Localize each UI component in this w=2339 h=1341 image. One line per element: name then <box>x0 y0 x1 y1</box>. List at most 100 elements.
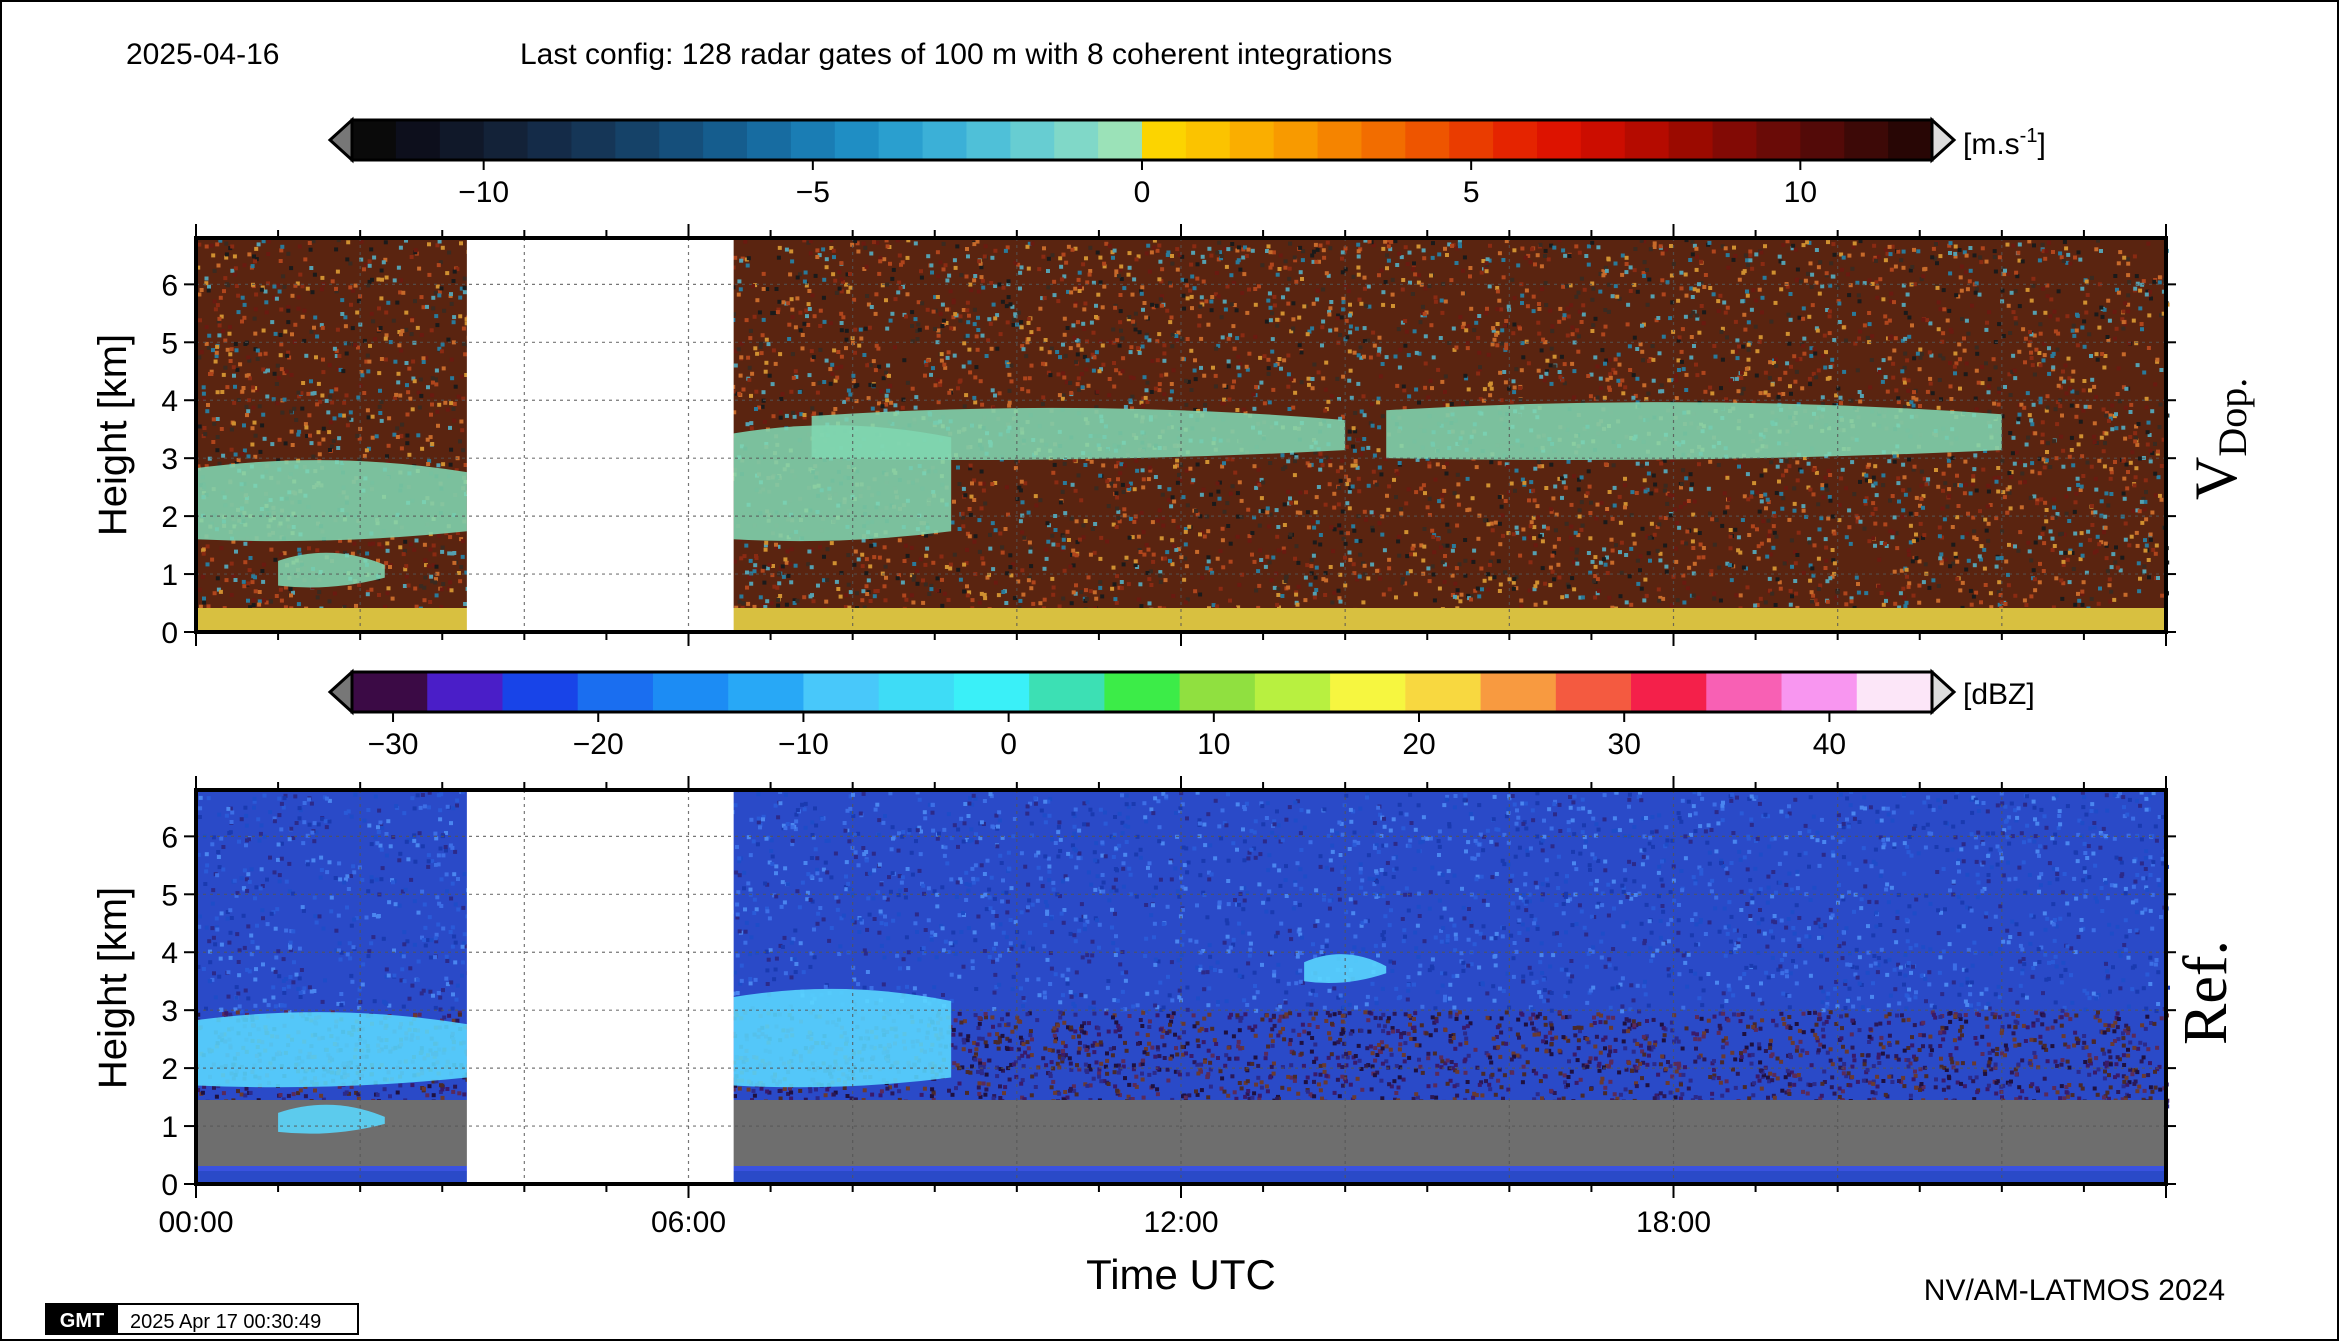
cloud-region <box>811 407 1346 460</box>
colorbar-swatch <box>790 120 836 160</box>
reflectivity-colorbar-unit: [dBZ] <box>1963 678 2035 711</box>
y-tick-label: 5 <box>161 879 178 912</box>
cloud-region <box>1304 954 1387 984</box>
reflectivity-xaxis: 00:00 06:00 12:00 18:00 <box>158 776 2167 1239</box>
gmt-stamp: GMT 2025 Apr 17 00:30:49 <box>45 1303 359 1335</box>
doppler-colorbar: −10 −5 0 5 10 <box>327 116 1957 209</box>
colorbar-tick-label: 5 <box>1463 176 1480 209</box>
colorbar-swatch <box>803 672 880 712</box>
colorbar-swatch <box>1254 672 1331 712</box>
colorbar-tick-label: −30 <box>368 728 419 761</box>
colorbar-swatch <box>615 120 660 160</box>
y-tick-label: 1 <box>161 1111 178 1144</box>
cloud-region <box>1386 402 2002 460</box>
colorbar-swatch <box>834 120 880 160</box>
colorbar-swatch <box>571 120 616 160</box>
colorbar-swatch <box>483 120 529 160</box>
x-tick-label: 00:00 <box>158 1206 233 1239</box>
colorbar-swatch <box>1856 672 1933 712</box>
colorbar-swatch <box>1405 672 1482 712</box>
colorbar-swatch <box>747 120 792 160</box>
reflectivity-yaxis: 0 1 2 3 4 5 6 <box>161 821 2176 1202</box>
colorbar-tick-label: −20 <box>573 728 624 761</box>
colorbar-swatch <box>352 672 428 712</box>
colorbar-swatch <box>1361 120 1406 160</box>
colorbar-swatch <box>427 672 504 712</box>
colorbar-tick-label: −10 <box>458 176 509 209</box>
y-tick-label: 5 <box>161 327 178 360</box>
colorbar-swatch <box>1781 672 1858 712</box>
colorbar-tick-label: −10 <box>778 728 829 761</box>
colorbar-tick-label: 40 <box>1813 728 1846 761</box>
colorbar-tick-label: 0 <box>1134 176 1151 209</box>
colorbar-swatch <box>1800 120 1845 160</box>
colorbar-max-arrow <box>1930 668 1957 716</box>
y-tick-label: 0 <box>161 1169 178 1202</box>
colorbar-swatch <box>502 672 579 712</box>
colorbar-swatch <box>922 120 968 160</box>
y-tick-label: 6 <box>161 269 178 302</box>
doppler-missing-data <box>466 238 734 632</box>
colorbar-swatch <box>1624 120 1670 160</box>
x-tick-label: 12:00 <box>1143 1206 1218 1239</box>
colorbar-swatch <box>1010 120 1055 160</box>
cloud-region <box>733 988 952 1088</box>
colorbar-swatch <box>439 120 485 160</box>
colorbar-tick-label: 10 <box>1197 728 1230 761</box>
colorbar-tick-label: 10 <box>1784 176 1817 209</box>
y-tick-label: 2 <box>161 501 178 534</box>
colorbar-swatch <box>652 672 729 712</box>
colorbar-outline <box>350 670 1934 714</box>
cloud-region <box>196 1012 467 1088</box>
colorbar-swatch <box>1756 120 1801 160</box>
x-tick-label: 18:00 <box>1636 1206 1711 1239</box>
y-tick-label: 3 <box>161 443 178 476</box>
colorbar-swatch <box>1098 120 1143 160</box>
colorbar-swatch <box>1405 120 1450 160</box>
x-tick-label: 06:00 <box>651 1206 726 1239</box>
colorbar-swatch <box>1449 120 1494 160</box>
colorbar-tick-label: 30 <box>1608 728 1641 761</box>
colorbar-swatch <box>703 120 748 160</box>
reflectivity-missing-data <box>466 790 734 1184</box>
colorbar-swatch <box>1273 120 1319 160</box>
doppler-yaxis: 0 1 2 3 4 5 6 <box>161 269 2176 650</box>
doppler-gridlines <box>196 238 2166 632</box>
colorbar-swatch <box>1317 120 1363 160</box>
colorbar-swatch <box>395 120 441 160</box>
cloud-region <box>278 552 385 588</box>
colorbar-swatch <box>527 120 573 160</box>
colorbar-min-arrow <box>327 116 354 164</box>
colorbar-swatch <box>878 672 955 712</box>
colorbar-swatch <box>352 120 397 160</box>
colorbar-swatch <box>1480 672 1557 712</box>
colorbar-swatch <box>1537 120 1582 160</box>
colorbar-swatch <box>728 672 805 712</box>
colorbar-swatch <box>1054 120 1099 160</box>
colorbar-min-arrow <box>327 668 354 716</box>
date-label: 2025-04-16 <box>126 38 279 71</box>
gmt-timestamp: 2025 Apr 17 00:30:49 <box>130 1311 321 1333</box>
colorbar-tick-label: 20 <box>1402 728 1435 761</box>
colorbar-swatch <box>659 120 704 160</box>
y-tick-label: 1 <box>161 559 178 592</box>
reflectivity-colorbar: −30 −20 −10 0 10 20 30 40 <box>327 668 1957 761</box>
colorbar-swatch <box>1706 672 1783 712</box>
doppler-colorbar-unit: [m.s-1] <box>1963 125 2046 161</box>
colorbar-swatch <box>1029 672 1105 712</box>
colorbar-swatch <box>1142 120 1187 160</box>
colorbar-swatch <box>1179 672 1256 712</box>
y-tick-label: 3 <box>161 995 178 1028</box>
colorbar-swatch <box>1888 120 1933 160</box>
doppler-ylabel: Height [km] <box>91 334 135 536</box>
colorbar-tick-label: −5 <box>796 176 830 209</box>
gmt-logo: GMT <box>60 1310 104 1332</box>
colorbar-swatch <box>1104 672 1181 712</box>
colorbar-swatch <box>953 672 1030 712</box>
doppler-panel-label: VDop. <box>2183 378 2255 500</box>
x-axis-label: Time UTC <box>1086 1251 1276 1298</box>
cloud-region <box>196 460 467 542</box>
config-label: Last config: 128 radar gates of 100 m wi… <box>520 38 1392 71</box>
